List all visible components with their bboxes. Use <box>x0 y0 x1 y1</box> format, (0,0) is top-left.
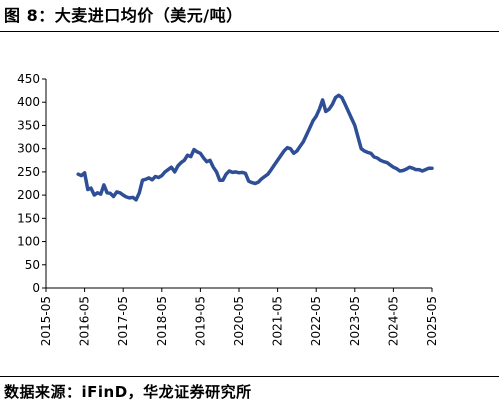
series-line <box>76 93 434 202</box>
x-axis: 2015-05 2016-05 2017-05 2018-05 2019-05 2020-… <box>39 287 439 346</box>
y-axis: 0 50 100 150 200 250 300 350 400 450 <box>17 72 47 295</box>
x-tick-label: 2024-05 <box>386 296 400 346</box>
y-tick-label: 150 <box>17 211 40 225</box>
y-tick-label: 250 <box>17 165 40 179</box>
x-tick-label: 2022-05 <box>309 296 323 346</box>
y-tick-label: 450 <box>17 72 40 86</box>
x-tick-label: 2015-05 <box>39 296 53 346</box>
x-tick-label: 2025-05 <box>425 296 439 346</box>
figure-title: 图 8：大麦进口均价（美元/吨） <box>4 2 243 26</box>
chart-title: 大麦进口均价（美元/吨） <box>54 6 243 25</box>
figure-label: 图 8： <box>4 6 55 25</box>
bottom-divider <box>0 376 499 377</box>
data-source: 数据来源：iFinD，华龙证券研究所 <box>4 383 252 401</box>
x-tick-label: 2023-05 <box>348 296 362 346</box>
y-tick-label: 300 <box>17 142 40 156</box>
y-tick-label: 100 <box>17 235 40 249</box>
x-tick-label: 2021-05 <box>271 296 285 346</box>
x-tick-label: 2020-05 <box>232 296 246 346</box>
x-tick-label: 2019-05 <box>193 296 207 346</box>
series-layer <box>76 93 434 202</box>
y-tick-label: 400 <box>17 95 40 109</box>
x-tick-label: 2018-05 <box>155 296 169 346</box>
x-tick-label: 2017-05 <box>116 296 130 346</box>
y-tick-label: 50 <box>25 258 40 272</box>
y-tick-label: 200 <box>17 188 40 202</box>
top-divider <box>0 31 499 32</box>
y-tick-label: 350 <box>17 118 40 132</box>
y-tick-label: 0 <box>32 281 40 295</box>
x-tick-label: 2016-05 <box>78 296 92 346</box>
